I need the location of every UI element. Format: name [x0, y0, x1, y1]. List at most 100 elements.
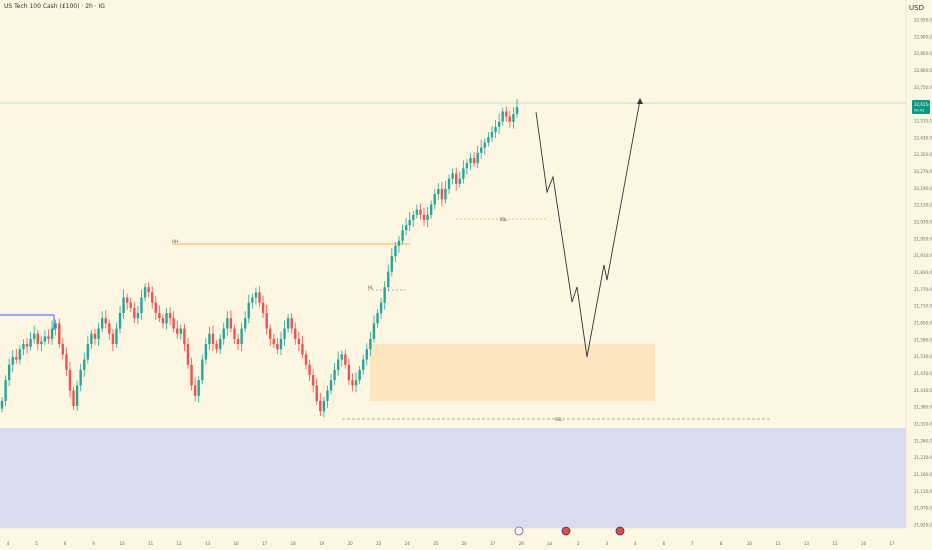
symbol-title[interactable]: US Tech 100 Cash (£100) · 2h · IG [4, 3, 105, 10]
candle-body [401, 230, 404, 241]
time-tick-label: 13 [205, 541, 211, 546]
price-tick-label: 21,910.0 [914, 253, 932, 258]
candle-body [304, 354, 308, 365]
level-label-mid: HL [368, 285, 374, 290]
candle-body [111, 333, 115, 345]
time-tick-label: 6 [663, 541, 666, 546]
price-tick-label: 22,510.0 [914, 119, 932, 124]
price-tick-label: 21,470.0 [914, 371, 932, 376]
time-tick-label: 6 [64, 541, 67, 546]
candle-body [136, 313, 140, 319]
time-tick-label: 10 [120, 541, 126, 546]
candle-body [290, 318, 293, 329]
candle-body [480, 147, 483, 153]
candle-body [0, 400, 4, 409]
time-tick-label: Jul [546, 541, 552, 546]
candle-body [140, 297, 143, 314]
candle-body [104, 318, 107, 324]
time-tick-label: 8 [720, 541, 723, 546]
flag-us-icon [561, 526, 571, 536]
price-tick-label: 22,110.0 [914, 203, 932, 208]
candle-body [483, 142, 487, 148]
time-tick-label: 13 [804, 541, 810, 546]
candle-body [172, 318, 175, 329]
candle-body [279, 338, 283, 350]
time-tick-label: 7 [691, 541, 694, 546]
candle-body [315, 385, 318, 401]
candle-body [211, 333, 215, 345]
candle-body [22, 344, 25, 350]
candle-body [497, 121, 501, 127]
candle-body [147, 287, 150, 293]
candle-body [440, 188, 444, 200]
candle-body [297, 338, 301, 345]
candle-body [397, 240, 401, 246]
candle-body [65, 354, 68, 370]
candle-body [387, 271, 390, 288]
candle-body [362, 359, 365, 370]
time-tick-label: 24 [405, 541, 411, 546]
candle-body [193, 385, 197, 396]
candle-body [75, 385, 79, 407]
candle-body [247, 302, 250, 319]
candle-body [512, 113, 515, 122]
candle-body [319, 400, 322, 412]
price-tick-label: 21,360.0 [914, 405, 932, 410]
candle-body [258, 292, 261, 303]
candle-body [18, 349, 22, 360]
price-tick-label: 21,950.0 [914, 236, 932, 241]
candle-body [336, 359, 340, 370]
candle-body [11, 356, 14, 365]
candle-body [129, 302, 132, 308]
candle-body [176, 328, 179, 334]
price-tick-label: 22,800.0 [914, 68, 932, 73]
candle-body [311, 375, 315, 386]
price-tick-label: 21,029.0 [914, 523, 932, 528]
candle-body [326, 390, 329, 401]
candle-body [490, 132, 494, 138]
time-tick-label: 15 [832, 541, 838, 546]
price-tick-label: 22,270.0 [914, 169, 932, 174]
time-tick-label: 26 [462, 541, 468, 546]
projection-path [535, 99, 641, 358]
price-tick-label: 22,430.0 [914, 135, 932, 140]
candle-body [165, 313, 168, 324]
candle-body [83, 359, 86, 370]
price-tick-label: 21,410.0 [914, 388, 932, 393]
candle-body [50, 328, 54, 339]
bsl-label: BSL [500, 217, 508, 222]
candle-body [93, 333, 97, 339]
candle-body [354, 380, 358, 386]
candle-body [183, 328, 186, 345]
candle-body [404, 225, 408, 231]
candle-body [125, 297, 129, 303]
candle-body [118, 313, 122, 329]
candle-body [505, 111, 508, 117]
time-tick-label: 3 [606, 541, 609, 546]
price-tick-label: 21,770.0 [914, 287, 932, 292]
time-tick-label: 4 [634, 541, 637, 546]
candle-body [161, 318, 165, 324]
currency-label[interactable]: USD [909, 4, 924, 12]
candle-body [390, 256, 394, 272]
candle-body [322, 400, 326, 412]
candle-body [476, 152, 479, 164]
candle-body [494, 126, 497, 133]
candle-body [222, 328, 225, 339]
current-price-tag [912, 100, 930, 114]
candle-body [286, 318, 290, 329]
time-tick-label: 2 [577, 541, 580, 546]
candle-body [333, 369, 336, 381]
time-tick-label: 19 [319, 541, 325, 546]
candle-body [372, 323, 376, 339]
time-tick-label: 18 [291, 541, 297, 546]
candle-body [115, 328, 118, 345]
candle-body [226, 318, 229, 329]
candle-body [204, 344, 208, 360]
candle-body [47, 336, 50, 339]
candle-body [97, 328, 100, 339]
candle-body [197, 380, 200, 396]
time-tick-label: 16 [861, 541, 867, 546]
candle-body [272, 338, 276, 345]
